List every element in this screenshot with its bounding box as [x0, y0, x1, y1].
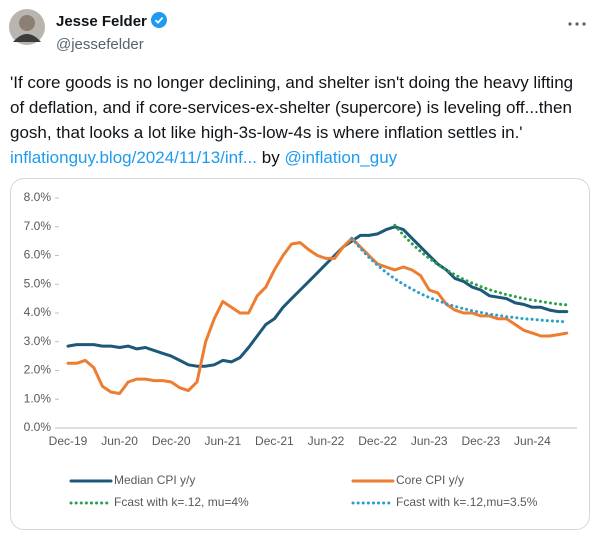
legend-label: Median CPI y/y [114, 473, 195, 487]
legend-label: Fcast with k=.12, mu=4% [114, 495, 249, 509]
y-tick-label: 6.0% [24, 248, 52, 262]
verified-badge [151, 12, 168, 28]
x-tick-label: Dec-22 [358, 434, 397, 448]
x-tick-label: Dec-20 [152, 434, 191, 448]
author-handle[interactable]: @jessefelder [56, 36, 144, 53]
y-tick-label: 2.0% [24, 363, 52, 377]
x-tick-label: Jun-24 [514, 434, 551, 448]
text-by: by [261, 148, 280, 167]
name-text[interactable]: Jesse Felder [56, 13, 147, 30]
more-menu[interactable] [566, 20, 588, 28]
x-tick-label: Dec-21 [255, 434, 294, 448]
mention[interactable]: @inflation_guy [284, 148, 398, 167]
text-body: 'If core goods is no longer declining, a… [10, 73, 574, 142]
x-tick-label: Jun-23 [411, 434, 448, 448]
legend-label: Core CPI y/y [396, 473, 464, 487]
x-tick-label: Jun-21 [204, 434, 241, 448]
y-tick-label: 5.0% [24, 276, 52, 290]
series-line [66, 225, 569, 368]
legend-label: Fcast with k=.12,mu=3.5% [396, 495, 538, 509]
y-tick-label: 1.0% [24, 391, 52, 405]
x-tick-label: Jun-22 [308, 434, 345, 448]
link[interactable]: inflationguy.blog/2024/11/13/inf... [10, 148, 257, 167]
chart-image: 0.0% 1.0% 2.0% 3.0% 4.0% 5.0% 6.0% 7.0% 8.0% Dec-… [10, 178, 590, 530]
x-tick-label: Dec-23 [461, 434, 500, 448]
avatar[interactable] [8, 8, 46, 46]
x-tick-label: Dec-19 [49, 434, 88, 448]
y-tick-label: 3.0% [24, 334, 52, 348]
series-line [393, 223, 569, 307]
tweet-text: 'If core goods is no longer declining, a… [10, 70, 580, 170]
author-name[interactable]: Jesse Felder [56, 12, 168, 30]
y-tick-label: 8.0% [24, 190, 52, 204]
y-tick-label: 0.0% [24, 420, 52, 434]
y-tick-label: 7.0% [24, 219, 52, 233]
chart: 0.0% 1.0% 2.0% 3.0% 4.0% 5.0% 6.0% 7.0% 8.0% Dec-… [24, 190, 577, 509]
series-line [350, 236, 569, 324]
y-tick-label: 4.0% [24, 305, 52, 319]
x-tick-label: Jun-20 [101, 434, 138, 448]
series-line [66, 236, 569, 395]
